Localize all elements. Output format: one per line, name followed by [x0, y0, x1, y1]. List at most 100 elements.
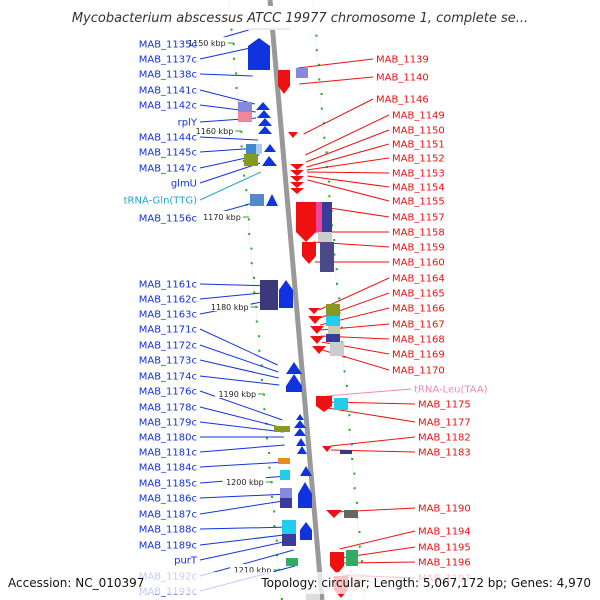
kbp-tick-bg [214, 388, 259, 398]
reverse-gene-arrow [258, 118, 272, 126]
reverse-gene-arrow [286, 362, 302, 374]
cog-block [328, 326, 340, 334]
kbp-ticks: 1150 kbp 1160 kbp 1170 kbp 1180 kbp 1190 kbp… [184, 37, 280, 575]
gene-label-left: MAB_1163c [139, 310, 197, 321]
forward-gene-arrow [326, 510, 342, 518]
cog-block [326, 334, 340, 342]
gene-label-right: MAB_1194 [418, 527, 471, 538]
reverse-gene-arrow [264, 144, 276, 152]
reverse-gene-arrow [266, 194, 278, 206]
leader-line [199, 291, 272, 300]
gene-label-right: MAB_1177 [418, 418, 471, 429]
gene-label-right: MAB_1152 [392, 154, 445, 165]
gc-dot [348, 414, 351, 417]
gene-label-left: MAB_1144c [139, 133, 197, 144]
gc-dot [358, 545, 361, 548]
leader-line [199, 493, 289, 499]
gc-dot [245, 189, 248, 192]
gene-label-right: MAB_1151 [392, 140, 445, 151]
kbp-tick-bg [192, 125, 236, 135]
gc-dot [258, 349, 261, 352]
gene-label-left: MAB_1186c [139, 494, 197, 505]
kbp-tick-label: 1210 kbp [234, 566, 272, 575]
reverse-gene-arrow [300, 522, 312, 540]
gene-label-right: MAB_1155 [392, 197, 445, 208]
reverse-gene-arrow [257, 110, 271, 118]
gene-label-right: MAB_1159 [392, 243, 445, 254]
kbp-tick-label: 1160 kbp [196, 127, 234, 136]
gene-label-right: MAB_1154 [392, 183, 445, 194]
gene-label-left: MAB_1142c [139, 101, 197, 112]
gene-label-left: MAB_1185c [139, 479, 197, 490]
gene-label-left: MAB_1138c [139, 70, 197, 81]
gene-label-left: glmU [171, 179, 197, 190]
gc-dot [328, 195, 331, 198]
reverse-gene-arrow [296, 414, 304, 420]
leader-line [303, 98, 374, 135]
leader-line [199, 47, 251, 60]
reverse-gene-arrow [258, 126, 272, 134]
gc-dot [263, 408, 266, 411]
forward-gene-arrow [290, 164, 304, 170]
kbp-tick-bg [207, 301, 251, 311]
gc-dot [268, 452, 271, 454]
accession-text: Accession: NC_010397 [8, 576, 144, 590]
leader-line [305, 114, 390, 156]
kbp-tick-bg [199, 211, 243, 221]
cog-block [326, 304, 340, 316]
gc-dot [353, 487, 356, 490]
gene-label-left: MAB_1172c [139, 341, 197, 352]
gc-dot [235, 87, 238, 89]
kbp-tick-label: 1200 kbp [226, 478, 264, 487]
cog-block [316, 202, 322, 232]
reverse-gene-arrow [296, 438, 306, 446]
gc-dot [263, 393, 266, 396]
cog-block [330, 342, 344, 356]
leader-line [199, 499, 290, 515]
leader-line [199, 421, 284, 433]
gene-label-right: MAB_1164 [392, 274, 445, 285]
cog-block [306, 592, 320, 600]
leader-line [199, 375, 280, 386]
gene-label-right: MAB_1167 [392, 320, 445, 331]
gc-dot [270, 495, 273, 498]
gene-label-left: MAB_1178c [139, 403, 197, 414]
cog-block [286, 558, 298, 566]
gene-label-left: MAB_1181c [139, 448, 197, 459]
leader-line [199, 406, 284, 429]
gc-dot [240, 145, 243, 148]
gene-label-right: MAB_1139 [376, 55, 429, 66]
leader-line [299, 76, 374, 85]
gene-label-left: MAB_1171c [139, 325, 197, 336]
gc-dot [335, 282, 338, 285]
gc-dot [340, 326, 343, 329]
reverse-gene-arrow [294, 428, 306, 436]
gc-dot [350, 443, 353, 446]
gc-dot [353, 472, 356, 475]
gc-dot [328, 180, 331, 183]
leader-line [199, 89, 256, 105]
leader-line [305, 129, 390, 163]
gc-dot [242, 160, 245, 162]
kbp-tick-bg [184, 37, 228, 47]
cog-block [278, 458, 290, 464]
kbp-tick-label: 1150 kbp [188, 39, 226, 48]
cog-block [326, 316, 340, 326]
gc-dot [243, 174, 246, 177]
forward-gene-arrow [310, 336, 324, 344]
cog-block [282, 520, 296, 534]
gc-dot [250, 262, 253, 265]
gene-label-left: MAB_1135c [139, 40, 197, 51]
leader-line [297, 58, 374, 69]
gene-label-right: MAB_1168 [392, 335, 445, 346]
leader-line [199, 171, 262, 201]
reverse-gene-arrow [279, 280, 293, 308]
gc-dot [253, 291, 256, 294]
gene-label-left: tRNA-Gln(TTG) [124, 196, 198, 207]
forward-gene-arrow [308, 308, 320, 314]
leader-line [306, 157, 390, 171]
forward-gene-arrow [290, 176, 304, 182]
gene-label-left: MAB_1161c [139, 280, 197, 291]
gene-label-right: MAB_1160 [392, 258, 445, 269]
gene-label-right: MAB_1182 [418, 433, 471, 444]
